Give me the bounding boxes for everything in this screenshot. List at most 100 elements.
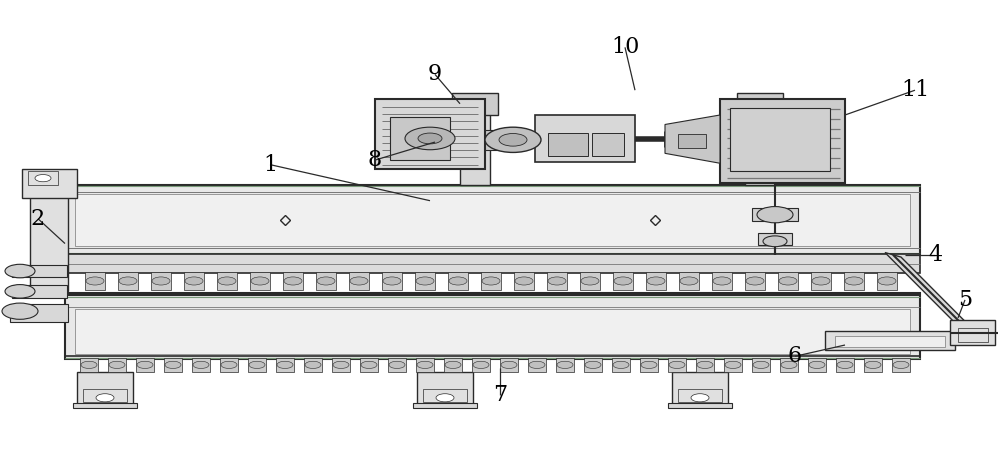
Circle shape bbox=[713, 277, 731, 285]
Bar bbox=[452, 93, 498, 115]
Circle shape bbox=[249, 361, 265, 368]
Circle shape bbox=[119, 277, 137, 285]
Text: 7: 7 bbox=[493, 384, 507, 405]
Circle shape bbox=[436, 394, 454, 402]
Bar bbox=[737, 93, 783, 115]
Circle shape bbox=[529, 361, 545, 368]
Circle shape bbox=[350, 277, 368, 285]
Bar bbox=[77, 372, 133, 406]
Bar bbox=[720, 99, 845, 183]
Bar bbox=[548, 133, 588, 156]
Circle shape bbox=[557, 361, 573, 368]
Circle shape bbox=[750, 100, 770, 109]
Bar bbox=[108, 358, 126, 372]
Bar bbox=[448, 272, 468, 290]
Bar bbox=[892, 358, 910, 372]
Circle shape bbox=[499, 133, 527, 146]
Circle shape bbox=[809, 361, 825, 368]
Bar bbox=[10, 304, 68, 322]
Bar bbox=[390, 117, 450, 160]
Bar bbox=[672, 372, 728, 406]
Bar bbox=[73, 403, 137, 408]
Circle shape bbox=[449, 277, 467, 285]
Circle shape bbox=[417, 361, 433, 368]
Circle shape bbox=[482, 277, 500, 285]
Bar bbox=[500, 358, 518, 372]
Circle shape bbox=[585, 361, 601, 368]
Bar bbox=[712, 272, 732, 290]
Bar bbox=[864, 358, 882, 372]
Bar bbox=[844, 272, 864, 290]
Bar bbox=[613, 272, 633, 290]
Bar bbox=[612, 358, 630, 372]
Text: 8: 8 bbox=[368, 149, 382, 171]
Circle shape bbox=[757, 207, 793, 223]
Circle shape bbox=[251, 277, 269, 285]
Bar bbox=[28, 171, 58, 185]
Bar bbox=[65, 293, 920, 359]
Bar bbox=[825, 331, 955, 350]
Bar bbox=[118, 272, 138, 290]
Circle shape bbox=[779, 277, 797, 285]
Circle shape bbox=[465, 100, 485, 109]
Circle shape bbox=[152, 277, 170, 285]
Bar bbox=[752, 208, 798, 221]
Bar bbox=[283, 272, 303, 290]
Bar bbox=[250, 272, 270, 290]
Bar bbox=[808, 358, 826, 372]
Circle shape bbox=[845, 277, 863, 285]
Bar bbox=[413, 403, 477, 408]
Circle shape bbox=[878, 277, 896, 285]
Circle shape bbox=[193, 361, 209, 368]
Circle shape bbox=[165, 361, 181, 368]
Bar bbox=[304, 358, 322, 372]
Bar bbox=[184, 272, 204, 290]
Circle shape bbox=[418, 133, 442, 144]
Bar bbox=[332, 358, 350, 372]
Bar bbox=[592, 133, 624, 156]
Circle shape bbox=[753, 361, 769, 368]
Bar bbox=[248, 358, 266, 372]
Circle shape bbox=[361, 361, 377, 368]
Bar bbox=[417, 372, 473, 406]
Bar bbox=[460, 106, 490, 185]
Circle shape bbox=[218, 277, 236, 285]
Circle shape bbox=[837, 361, 853, 368]
Bar bbox=[535, 115, 635, 162]
Circle shape bbox=[86, 277, 104, 285]
Bar bbox=[349, 272, 369, 290]
Circle shape bbox=[581, 277, 599, 285]
Text: 6: 6 bbox=[788, 345, 802, 367]
Bar bbox=[640, 358, 658, 372]
Text: 10: 10 bbox=[611, 37, 639, 58]
Bar bbox=[696, 358, 714, 372]
Bar bbox=[481, 272, 501, 290]
Bar bbox=[584, 358, 602, 372]
Circle shape bbox=[185, 277, 203, 285]
Bar bbox=[646, 272, 666, 290]
Circle shape bbox=[548, 277, 566, 285]
Bar bbox=[151, 272, 171, 290]
Circle shape bbox=[96, 394, 114, 402]
Bar bbox=[678, 134, 706, 148]
Bar bbox=[423, 389, 467, 402]
Bar bbox=[556, 358, 574, 372]
Bar bbox=[485, 130, 513, 150]
Circle shape bbox=[317, 277, 335, 285]
Circle shape bbox=[389, 361, 405, 368]
Bar bbox=[12, 285, 67, 298]
Circle shape bbox=[641, 361, 657, 368]
Bar bbox=[724, 358, 742, 372]
Circle shape bbox=[691, 394, 709, 402]
Bar bbox=[811, 272, 831, 290]
Circle shape bbox=[680, 277, 698, 285]
Bar bbox=[276, 358, 294, 372]
Bar bbox=[80, 358, 98, 372]
Polygon shape bbox=[665, 115, 720, 163]
Circle shape bbox=[781, 361, 797, 368]
Bar bbox=[444, 358, 462, 372]
Bar bbox=[668, 403, 732, 408]
Circle shape bbox=[81, 361, 97, 368]
Circle shape bbox=[893, 361, 909, 368]
Circle shape bbox=[485, 127, 541, 152]
